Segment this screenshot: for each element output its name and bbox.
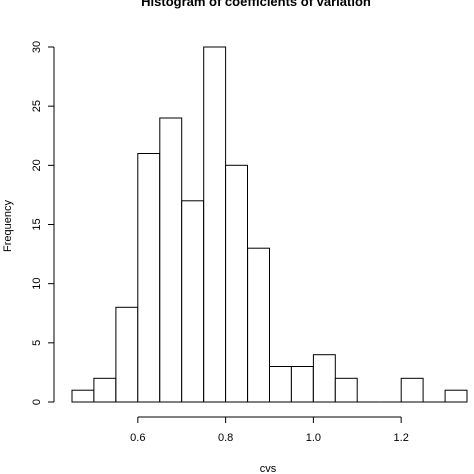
histogram-bar — [225, 164, 249, 403]
y-tick-label: 20 — [31, 159, 43, 171]
y-axis-label: Frequency — [2, 200, 14, 252]
y-tick-label: 15 — [31, 218, 43, 230]
histogram-bar — [181, 200, 205, 403]
x-tick-label: 0.8 — [218, 432, 233, 444]
histogram-bar — [247, 247, 271, 403]
histogram-bar — [71, 389, 95, 403]
y-tick-label: 10 — [31, 278, 43, 290]
x-axis: 0.6 0.8 1.0 1.2 — [130, 416, 409, 444]
histogram-bar — [444, 389, 468, 403]
histogram-bar — [400, 377, 424, 403]
histogram-bar — [115, 306, 139, 403]
x-axis-label: cvs — [260, 463, 277, 474]
histogram-bar — [290, 366, 314, 403]
histogram-bar — [334, 377, 358, 403]
histogram-bar — [93, 377, 117, 403]
histogram-bar — [137, 153, 161, 403]
histogram-bar — [203, 46, 227, 403]
x-tick-label: 1.2 — [394, 432, 409, 444]
y-axis: 0 5 10 15 20 25 30 — [31, 41, 55, 405]
histogram-bar — [269, 366, 292, 403]
y-tick-label: 5 — [31, 340, 43, 346]
x-tick-label: 1.0 — [306, 432, 321, 444]
histogram-bar — [159, 117, 183, 403]
histogram-bar — [312, 354, 336, 403]
x-tick-label: 0.6 — [130, 432, 145, 444]
bars-group — [71, 46, 468, 403]
chart-title: Histogram of coefficients of variation — [141, 0, 371, 9]
y-tick-label: 0 — [31, 399, 43, 405]
y-tick-label: 25 — [31, 100, 43, 112]
y-tick-label: 30 — [31, 41, 43, 53]
